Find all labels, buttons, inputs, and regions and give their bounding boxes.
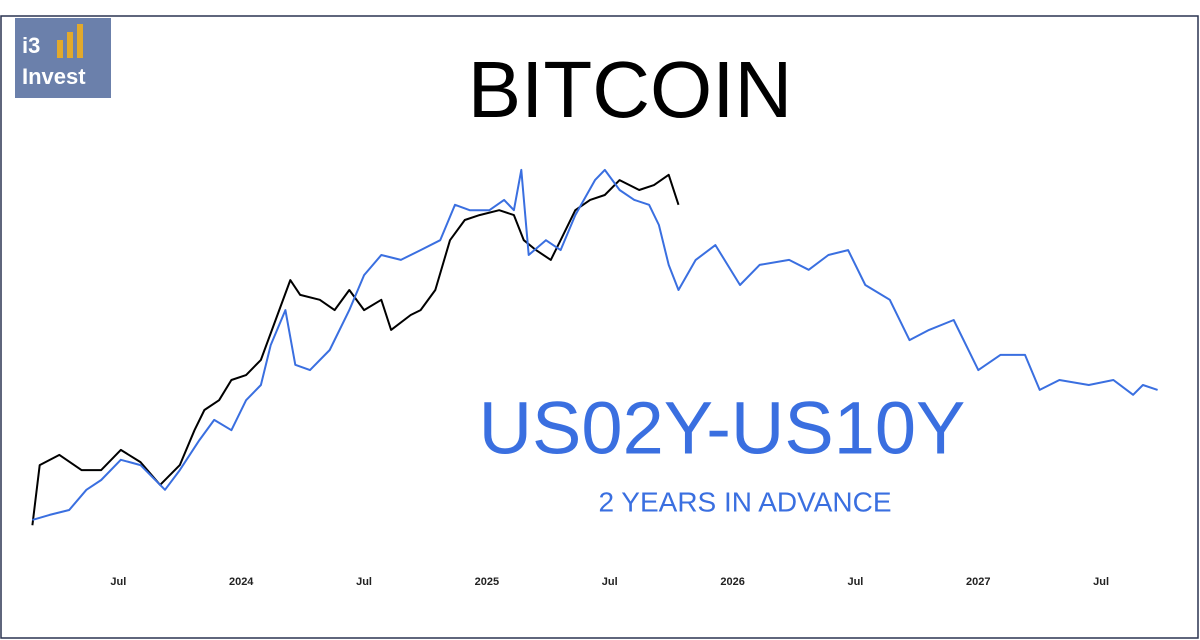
x-tick-label: Jul xyxy=(847,576,863,588)
annotation: 2 YEARS IN ADVANCE xyxy=(598,486,891,517)
series-line xyxy=(32,168,1158,521)
logo-bar xyxy=(77,24,83,58)
x-tick-label: Jul xyxy=(602,576,618,588)
frame xyxy=(0,15,1199,639)
series-title: US02Y-US10Y xyxy=(479,387,966,470)
logo-bar xyxy=(57,40,63,58)
series-title: BITCOIN xyxy=(468,45,792,134)
x-tick-label: 2024 xyxy=(229,576,254,588)
logo-text: Invest xyxy=(22,64,86,89)
x-tick-label: Jul xyxy=(356,576,372,588)
x-tick-label: 2025 xyxy=(475,576,499,588)
series-line xyxy=(31,173,680,526)
x-tick-label: Jul xyxy=(110,576,126,588)
logo-text: i3 xyxy=(22,33,40,58)
x-tick-label: 2026 xyxy=(720,576,744,588)
logo-bar xyxy=(67,32,73,58)
x-tick-label: 2027 xyxy=(966,576,990,588)
x-tick-label: Jul xyxy=(1093,576,1109,588)
